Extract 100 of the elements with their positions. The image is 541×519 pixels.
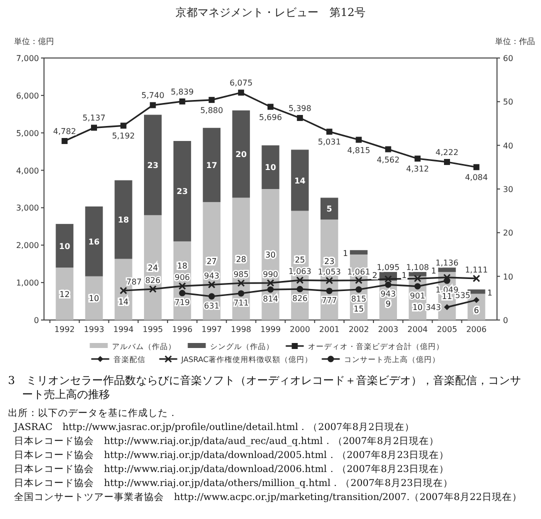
data-label: 1,061 <box>347 267 370 276</box>
data-label: 2 <box>372 270 378 280</box>
data-label: 787 <box>126 278 142 287</box>
data-label: 4,562 <box>376 155 400 164</box>
data-label: 28 <box>236 254 246 264</box>
data-label: 15 <box>354 304 364 314</box>
data-label: 5 <box>326 204 333 214</box>
data-label: 10 <box>88 294 100 304</box>
text: 全国コンサートツアー事業者協会 http://www.acpc.or.jp/marketing/transition/2007.（2007年8月22日現在） <box>14 491 522 503</box>
data-label: 11 <box>442 292 452 301</box>
data-label: 1 <box>402 270 407 280</box>
x-tick-label: 1998 <box>230 325 252 334</box>
text: 日本レコード協会 http://www.riaj.or.jp/data/download/2006.html．（2007年8月23日現在） <box>14 463 450 475</box>
y2-axis-title: 単位：作品 <box>495 37 535 46</box>
data-label: 1 <box>342 249 348 258</box>
y-tick-label: 7,000 <box>16 54 39 63</box>
data-label: 631 <box>204 301 220 310</box>
y2-tick-label: 10 <box>503 272 514 282</box>
data-label: 1,053 <box>318 268 341 277</box>
text: 出所：以下のデータを基に作成した． <box>8 407 178 419</box>
y2-tick-label: 40 <box>503 141 514 150</box>
y-tick-label: 6,000 <box>16 91 39 100</box>
text: 日本レコード協会 http://www.riaj.or.jp/data/others/million_q.html．（2007年8月23日現在） <box>14 477 453 489</box>
y-tick-label: 4,000 <box>16 166 39 176</box>
data-label: 343 <box>426 303 441 312</box>
data-label: 12 <box>59 290 70 299</box>
data-label: 1 <box>487 288 492 298</box>
data-label: 777 <box>322 296 337 305</box>
data-label: 985 <box>233 270 249 280</box>
x-tick-label: 2001 <box>319 325 340 334</box>
data-label: 20 <box>236 150 248 160</box>
y2-tick-label: 50 <box>503 98 514 107</box>
data-label: 1,063 <box>288 267 312 276</box>
data-label: 9 <box>386 299 391 308</box>
data-label: 1,136 <box>436 258 458 268</box>
text: 日本レコード協会 http://www.riaj.or.jp/data/download/2005.html．（2007年8月23日現在） <box>14 449 450 461</box>
x-tick-label: 2000 <box>290 325 310 334</box>
data-label: 10 <box>412 303 423 312</box>
y2-tick-label: 60 <box>503 54 514 63</box>
data-label: 27 <box>206 257 217 266</box>
data-label: 1,108 <box>406 262 430 272</box>
data-label: 990 <box>262 270 278 279</box>
data-label: 5,839 <box>170 87 194 96</box>
data-label: 5,192 <box>112 132 135 141</box>
y2-tick-label: 0 <box>503 316 508 325</box>
y-axis-title: 単位：億円 <box>14 37 54 46</box>
data-label: 10 <box>59 242 71 251</box>
data-label: 5,696 <box>259 112 282 122</box>
data-label: 4,815 <box>347 146 370 155</box>
data-label: 6,075 <box>230 78 253 88</box>
data-label: 5,398 <box>288 104 312 113</box>
data-label: 826 <box>292 294 308 304</box>
data-label: 4,782 <box>53 127 76 136</box>
data-label: 815 <box>351 294 366 304</box>
y-tick-label: 1,000 <box>16 278 39 288</box>
data-label: 943 <box>380 290 396 299</box>
data-label: 4,312 <box>406 164 430 174</box>
data-label: 711 <box>233 298 249 308</box>
data-label: 30 <box>265 250 276 260</box>
x-tick-label: 2004 <box>407 325 428 334</box>
data-label: 6 <box>474 306 479 315</box>
data-label: 1,095 <box>376 262 400 272</box>
data-label: 14 <box>118 297 129 306</box>
data-label: 18 <box>118 216 130 225</box>
text: 日本レコード協会 http://www.riaj.or.jp/data/aud_rec/aud_q.html．（2007年8月2日現在） <box>14 435 440 447</box>
data-label: 25 <box>294 255 306 264</box>
data-label: 23 <box>176 187 188 196</box>
data-label: 826 <box>145 276 160 286</box>
data-label: 10 <box>264 163 276 172</box>
data-label: 5,137 <box>82 114 106 123</box>
data-label: 5,880 <box>200 106 224 115</box>
data-label: 814 <box>262 294 278 304</box>
data-label: 24 <box>148 264 158 273</box>
y2-tick-label: 20 <box>503 228 514 238</box>
x-tick-label: 1997 <box>201 325 222 334</box>
x-tick-label: 1996 <box>172 325 192 334</box>
y-tick-label: 5,000 <box>16 128 39 138</box>
x-tick-label: 1999 <box>260 325 281 334</box>
data-label: 1 <box>431 266 436 276</box>
y-tick-label: 2,000 <box>16 241 39 250</box>
x-tick-label: 2003 <box>378 325 398 334</box>
y-tick-label: 0 <box>34 316 39 325</box>
data-label: 23 <box>147 160 158 170</box>
x-tick-label: 2006 <box>466 325 487 334</box>
text: 3 ミリオンセラー作品数ならびに音楽ソフト（オーディオレコード＋音楽ビデオ），音楽配信，コンサート売上高の推移 <box>8 374 521 401</box>
text: JASRAC http://www.jasrac.or.jp/profile/outline/detail.html．（2007年8月2日現在） <box>13 421 414 433</box>
data-label: 901 <box>410 291 426 300</box>
data-label: 5,031 <box>318 138 341 147</box>
data-label: 1,111 <box>464 265 488 274</box>
data-label: 16 <box>88 237 100 246</box>
x-tick-label: 1993 <box>84 325 104 334</box>
data-label: 5,740 <box>141 91 164 100</box>
y-tick-label: 3,000 <box>16 204 39 213</box>
x-tick-label: 1992 <box>54 325 75 334</box>
y2-tick-label: 30 <box>503 185 514 194</box>
data-label: 23 <box>324 256 334 266</box>
x-tick-label: 1995 <box>142 325 164 334</box>
data-label: 17 <box>206 160 218 170</box>
data-label: 943 <box>204 272 220 281</box>
x-tick-label: 2005 <box>436 325 458 334</box>
